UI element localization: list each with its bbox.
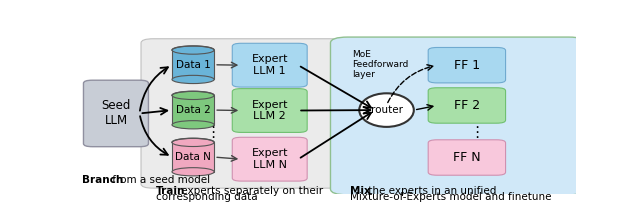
Text: FF N: FF N bbox=[453, 151, 481, 164]
Text: FF 1: FF 1 bbox=[454, 59, 480, 72]
Text: ⋮: ⋮ bbox=[469, 125, 484, 140]
Text: Expert
LLM 1: Expert LLM 1 bbox=[252, 54, 288, 76]
FancyBboxPatch shape bbox=[330, 37, 586, 195]
Text: experts separately on their: experts separately on their bbox=[178, 186, 323, 196]
Ellipse shape bbox=[172, 168, 214, 176]
FancyBboxPatch shape bbox=[172, 50, 214, 79]
Text: FF 2: FF 2 bbox=[454, 99, 480, 112]
FancyBboxPatch shape bbox=[428, 48, 506, 83]
FancyBboxPatch shape bbox=[232, 137, 307, 181]
Text: Branch: Branch bbox=[83, 175, 124, 185]
Text: Mix: Mix bbox=[350, 186, 371, 196]
Text: Data 2: Data 2 bbox=[176, 105, 211, 115]
Ellipse shape bbox=[172, 91, 214, 99]
Ellipse shape bbox=[172, 75, 214, 83]
Ellipse shape bbox=[359, 93, 414, 127]
Ellipse shape bbox=[172, 46, 214, 54]
FancyBboxPatch shape bbox=[428, 88, 506, 123]
Text: MoE
Feedforward
layer: MoE Feedforward layer bbox=[352, 50, 408, 79]
Text: from a seed model: from a seed model bbox=[109, 175, 210, 185]
FancyBboxPatch shape bbox=[83, 80, 148, 147]
FancyBboxPatch shape bbox=[232, 43, 307, 87]
Text: Expert
LLM N: Expert LLM N bbox=[252, 148, 288, 170]
FancyBboxPatch shape bbox=[428, 140, 506, 175]
Text: Seed
LLM: Seed LLM bbox=[101, 99, 131, 128]
Text: the experts in an unified: the experts in an unified bbox=[365, 186, 496, 196]
FancyBboxPatch shape bbox=[172, 142, 214, 172]
FancyBboxPatch shape bbox=[172, 95, 214, 125]
FancyBboxPatch shape bbox=[232, 89, 307, 132]
Text: corresponding data: corresponding data bbox=[156, 192, 257, 202]
Text: Data 1: Data 1 bbox=[176, 60, 211, 70]
Text: Expert
LLM 2: Expert LLM 2 bbox=[252, 100, 288, 121]
Text: Train: Train bbox=[156, 186, 185, 196]
FancyBboxPatch shape bbox=[141, 39, 342, 188]
Text: router: router bbox=[371, 105, 403, 115]
Ellipse shape bbox=[172, 138, 214, 146]
Ellipse shape bbox=[172, 121, 214, 129]
Text: Data N: Data N bbox=[175, 152, 211, 162]
Text: Mixture-of-Experts model and finetune: Mixture-of-Experts model and finetune bbox=[350, 192, 552, 202]
Text: ⋮: ⋮ bbox=[205, 125, 221, 140]
